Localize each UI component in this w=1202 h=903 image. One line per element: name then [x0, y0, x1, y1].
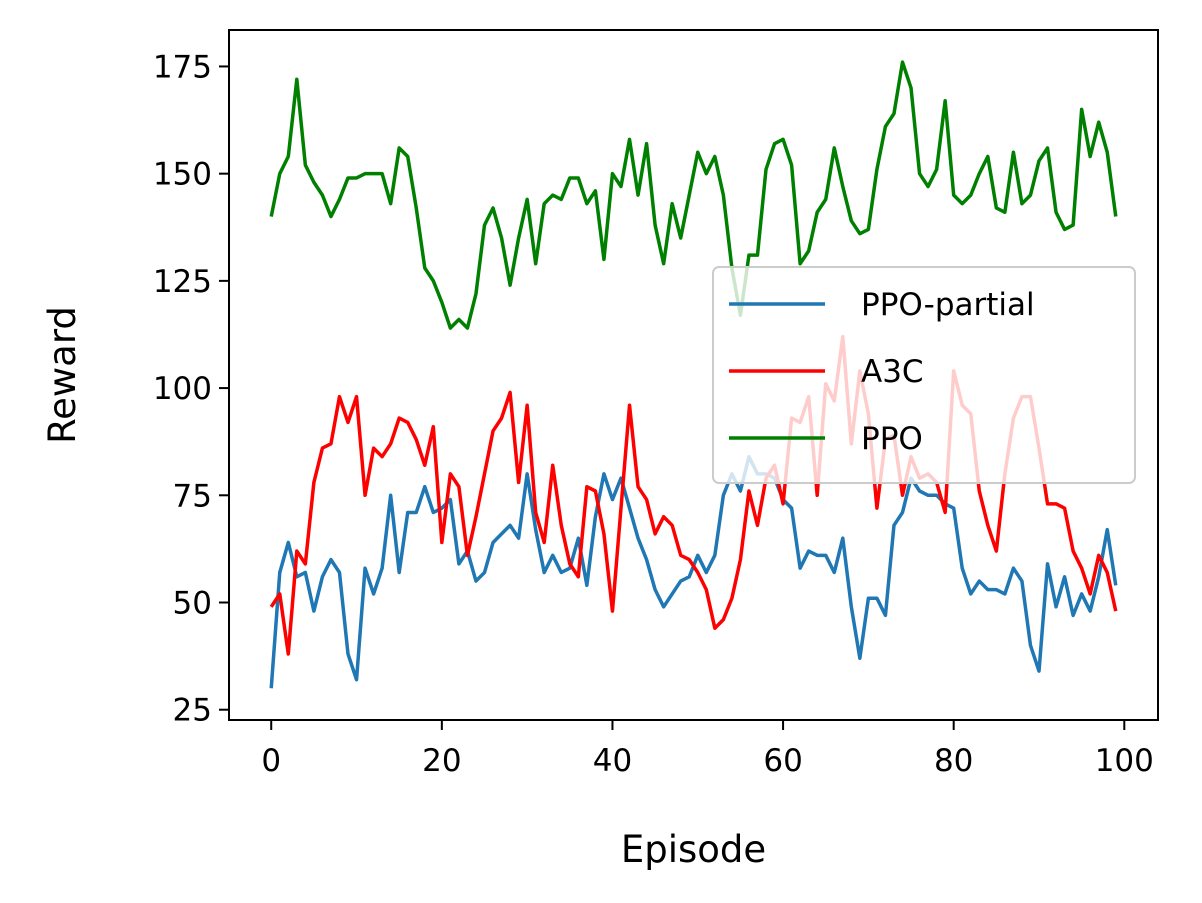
axes-frame [228, 29, 1159, 721]
y-tick-label: 150 [153, 157, 212, 193]
y-tick-label: 100 [153, 371, 212, 407]
x-tick-label: 20 [422, 743, 461, 779]
x-tick-label: 60 [763, 743, 802, 779]
x-tick-label: 100 [1095, 743, 1154, 779]
legend: PPO-partial A3C PPO [712, 266, 1136, 484]
x-tick-label: 40 [593, 743, 632, 779]
x-tick-label: 80 [934, 743, 973, 779]
x-tick-label: 0 [261, 743, 281, 779]
legend-box [712, 266, 1136, 484]
legend-label: PPO-partial [861, 287, 1035, 323]
y-tick-label: 75 [173, 478, 212, 514]
x-axis-label: Episode [621, 828, 766, 871]
y-tick-label: 25 [173, 693, 212, 729]
y-axis: 25 50 75 100 125 150 175 [153, 49, 229, 729]
series-line-ppo [269, 60, 1118, 330]
x-axis: 0 20 40 60 80 100 [261, 720, 1154, 779]
y-tick-label: 175 [153, 49, 212, 85]
y-tick-label: 50 [173, 585, 212, 621]
y-tick-label: 125 [153, 264, 212, 300]
y-axis-label: Reward [41, 306, 84, 444]
legend-label: PPO [861, 421, 923, 457]
legend-label: A3C [861, 354, 924, 390]
